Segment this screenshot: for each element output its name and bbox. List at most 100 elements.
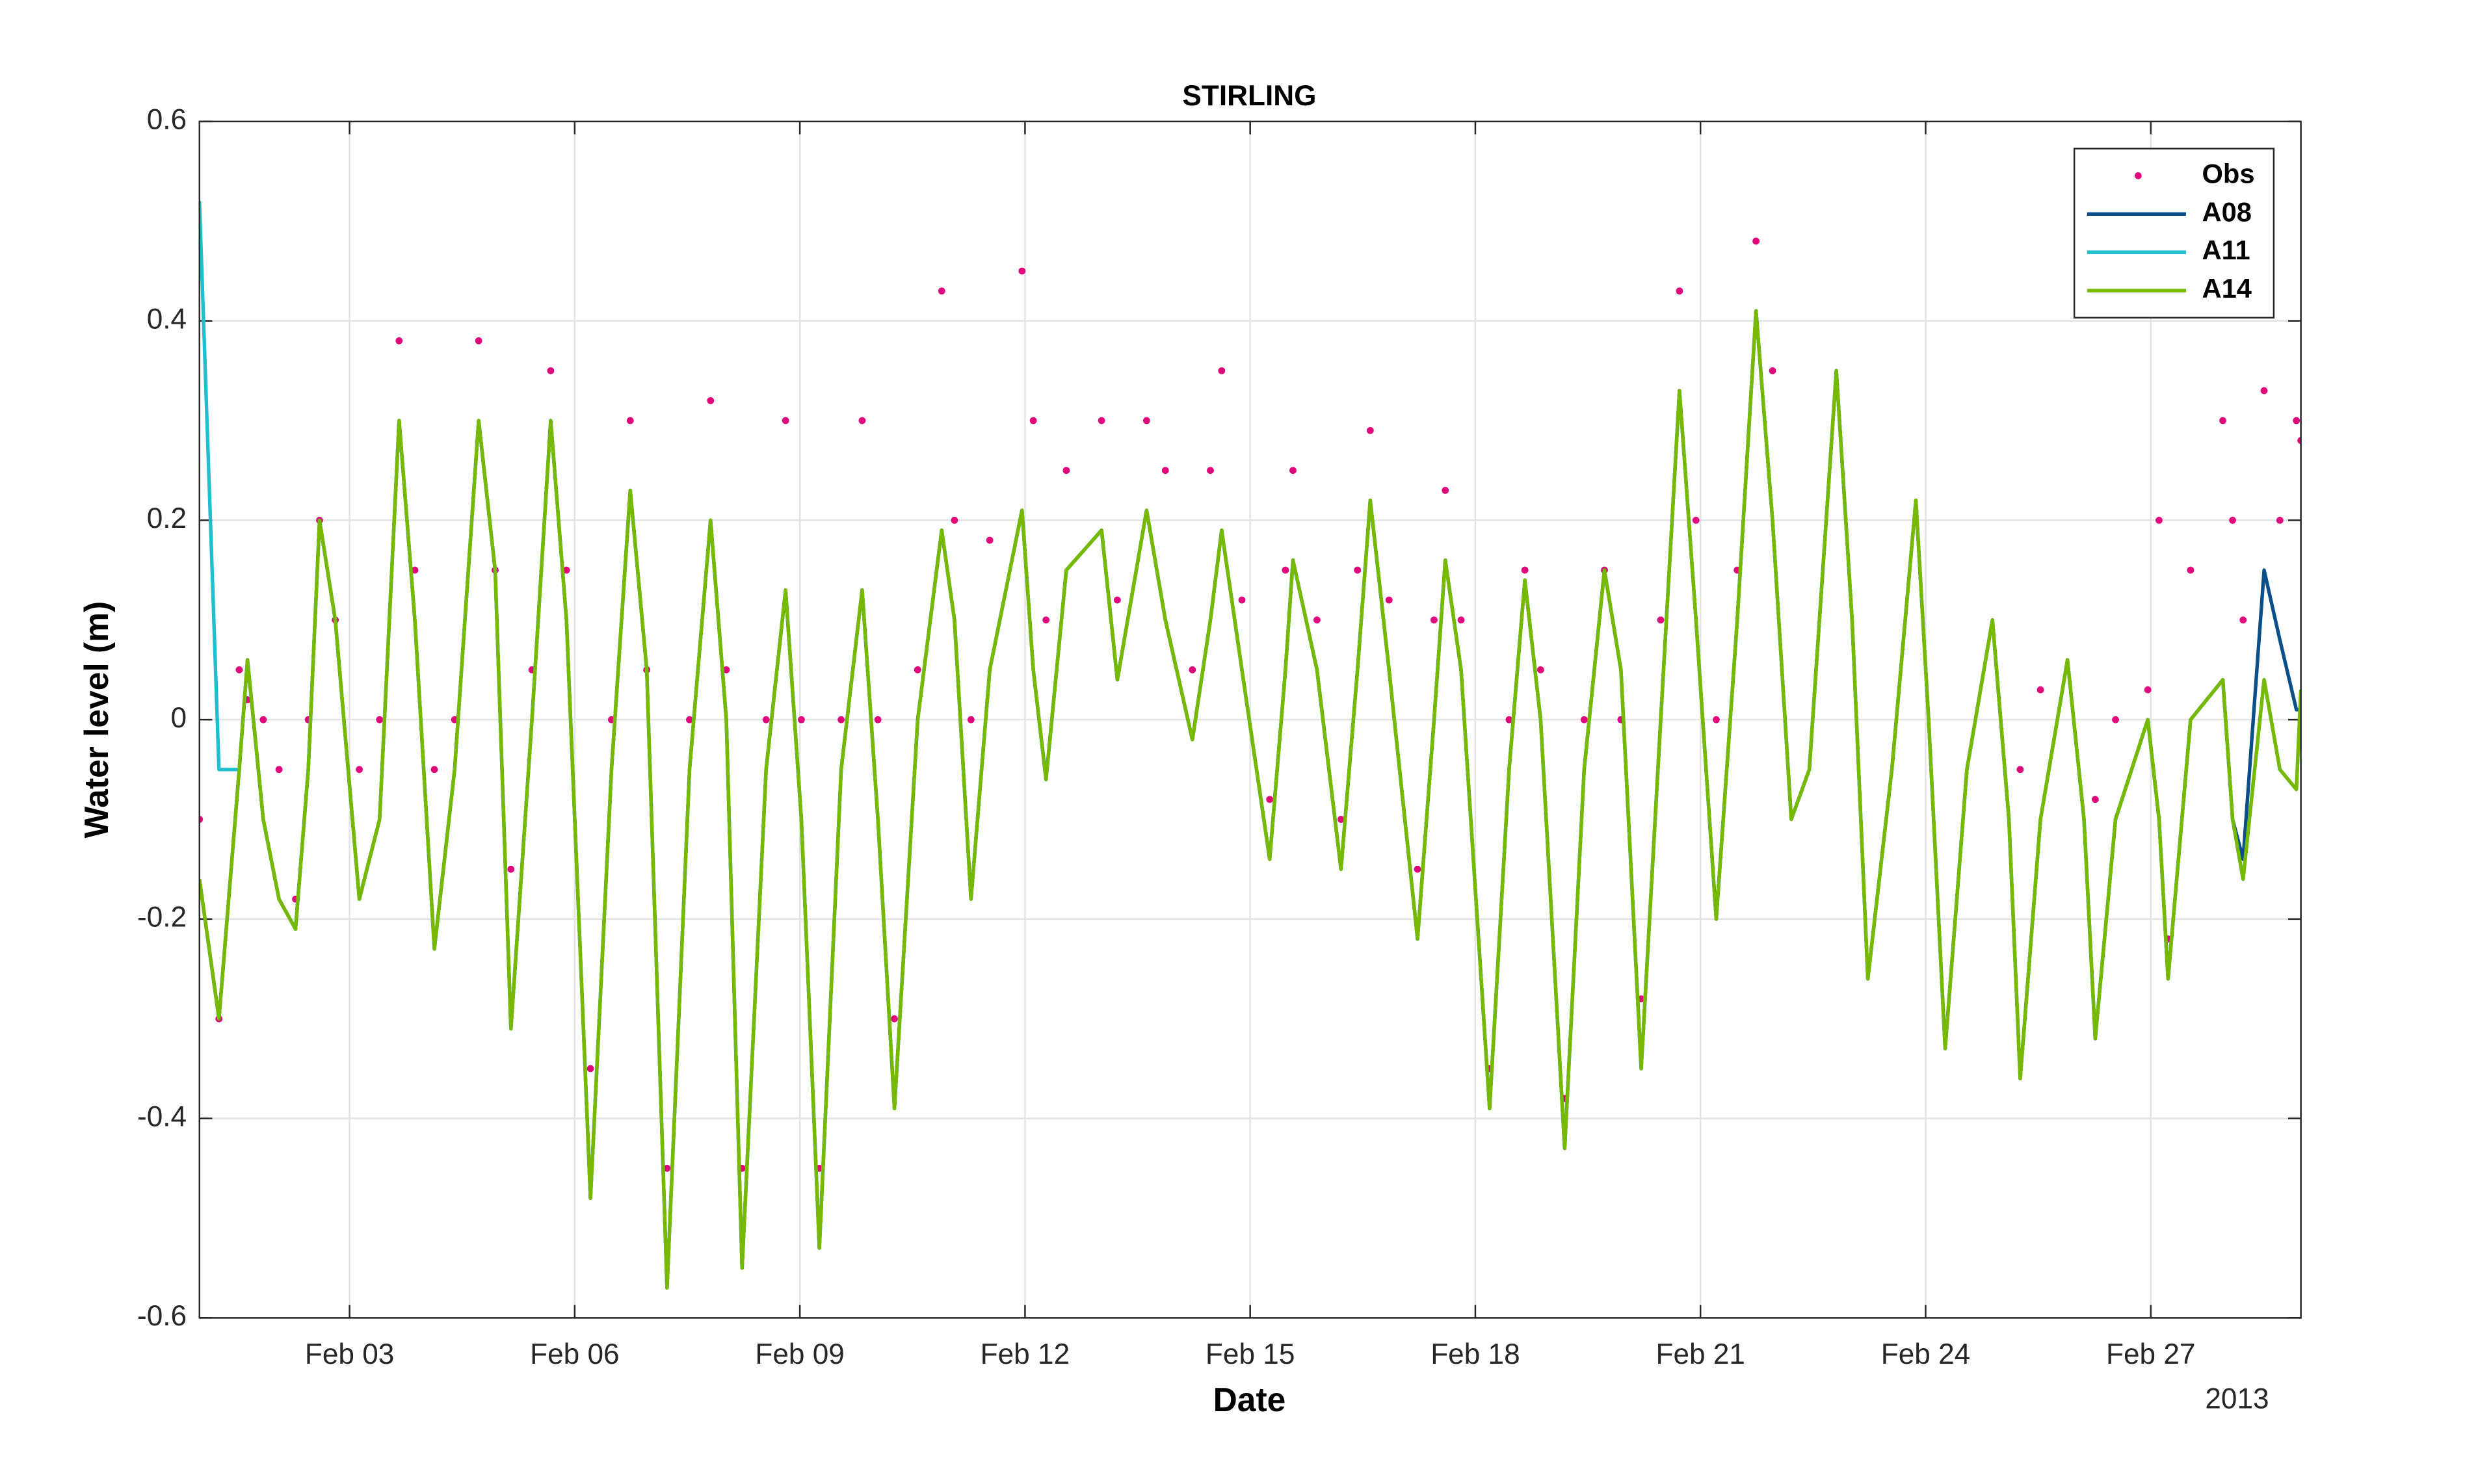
- obs-point: [1580, 716, 1588, 723]
- y-tick-label: 0.4: [147, 303, 187, 335]
- x-tick-label: Feb 09: [755, 1338, 844, 1370]
- y-tick-label: -0.6: [137, 1300, 187, 1332]
- obs-point: [1282, 566, 1289, 574]
- obs-point: [1062, 467, 1070, 475]
- obs-point: [1189, 666, 1196, 673]
- obs-point: [1366, 426, 1374, 434]
- obs-point: [1337, 816, 1345, 823]
- legend-label: Obs: [2202, 158, 2254, 189]
- obs-point: [1042, 616, 1050, 624]
- obs-point: [2229, 517, 2236, 524]
- legend-label: A14: [2202, 273, 2252, 304]
- obs-point: [1098, 417, 1105, 424]
- obs-point: [1430, 616, 1438, 624]
- obs-point: [858, 417, 866, 424]
- obs-point: [1238, 596, 1246, 604]
- obs-point: [2036, 686, 2044, 694]
- obs-point: [1769, 367, 1776, 374]
- obs-point: [2187, 566, 2195, 574]
- obs-point: [1752, 237, 1760, 245]
- obs-point: [1657, 616, 1665, 624]
- y-tick-label: 0.6: [147, 104, 187, 136]
- obs-point: [2297, 437, 2301, 445]
- obs-point: [2260, 387, 2268, 395]
- obs-point: [1018, 267, 1026, 275]
- x-tick-label: Feb 06: [530, 1338, 619, 1370]
- obs-point: [1207, 467, 1214, 475]
- x-tick-label: Feb 15: [1206, 1338, 1295, 1370]
- obs-point: [1457, 616, 1465, 624]
- obs-point: [1029, 417, 1037, 424]
- obs-point: [914, 666, 921, 673]
- obs-point: [707, 397, 715, 404]
- obs-point: [967, 716, 975, 723]
- obs-point: [2219, 417, 2226, 424]
- x-tick-label: Feb 24: [1881, 1338, 1970, 1370]
- obs-point: [259, 716, 267, 723]
- obs-point: [2016, 766, 2024, 774]
- obs-point: [1385, 596, 1393, 604]
- obs-point: [2276, 517, 2284, 524]
- obs-point: [2112, 716, 2119, 723]
- obs-point: [1676, 287, 1683, 295]
- series-line: [199, 309, 2301, 1290]
- obs-point: [1161, 467, 1169, 475]
- obs-point: [1442, 486, 1449, 494]
- obs-point: [587, 1065, 594, 1073]
- chart-title: STIRLING: [1182, 80, 1316, 112]
- obs-point: [562, 566, 570, 574]
- year-label: 2013: [2205, 1383, 2269, 1415]
- x-tick-label: Feb 18: [1430, 1338, 1520, 1370]
- obs-point: [986, 536, 994, 544]
- y-tick-label: -0.4: [137, 1100, 187, 1132]
- y-tick-label: -0.2: [137, 902, 187, 933]
- obs-point: [762, 716, 770, 723]
- obs-point: [507, 865, 515, 873]
- legend-label: A08: [2202, 196, 2252, 227]
- obs-point: [1354, 566, 1362, 574]
- obs-point: [1266, 796, 1274, 803]
- obs-point: [430, 766, 438, 774]
- y-tick-label: 0.2: [147, 502, 187, 534]
- obs-point: [411, 566, 419, 574]
- obs-point: [1713, 716, 1720, 723]
- y-axis-label: Water level (m): [77, 601, 115, 839]
- obs-point: [2239, 616, 2247, 624]
- obs-point: [1505, 716, 1513, 723]
- obs-point: [376, 716, 384, 723]
- obs-point: [686, 716, 693, 723]
- obs-point: [1521, 566, 1529, 574]
- obs-point: [1692, 517, 1700, 524]
- obs-point: [663, 1164, 671, 1172]
- plot-frame: [198, 120, 2302, 1319]
- x-axis-label: Date: [1213, 1381, 1286, 1418]
- x-tick-label: Feb 03: [305, 1338, 394, 1370]
- obs-point: [275, 766, 283, 774]
- obs-point: [1414, 865, 1421, 873]
- obs-point: [199, 816, 204, 823]
- obs-point: [235, 666, 243, 673]
- obs-point: [951, 517, 958, 524]
- obs-point: [722, 666, 730, 673]
- obs-point: [1218, 367, 1226, 374]
- x-tick-label: Feb 27: [2106, 1338, 2195, 1370]
- obs-point: [395, 337, 403, 345]
- obs-point: [2091, 796, 2099, 803]
- obs-point: [475, 337, 482, 345]
- obs-point: [2293, 417, 2300, 424]
- obs-point: [1536, 666, 1544, 673]
- obs-point: [782, 417, 789, 424]
- legend-label: A11: [2202, 235, 2250, 265]
- obs-point: [938, 287, 945, 295]
- obs-point: [891, 1015, 898, 1022]
- y-tick-label: 0: [171, 702, 187, 734]
- obs-point: [2144, 686, 2152, 694]
- x-tick-label: Feb 12: [981, 1338, 1070, 1370]
- obs-point: [874, 716, 882, 723]
- obs-point: [1289, 467, 1297, 475]
- obs-point: [2155, 517, 2163, 524]
- obs-point: [1142, 417, 1150, 424]
